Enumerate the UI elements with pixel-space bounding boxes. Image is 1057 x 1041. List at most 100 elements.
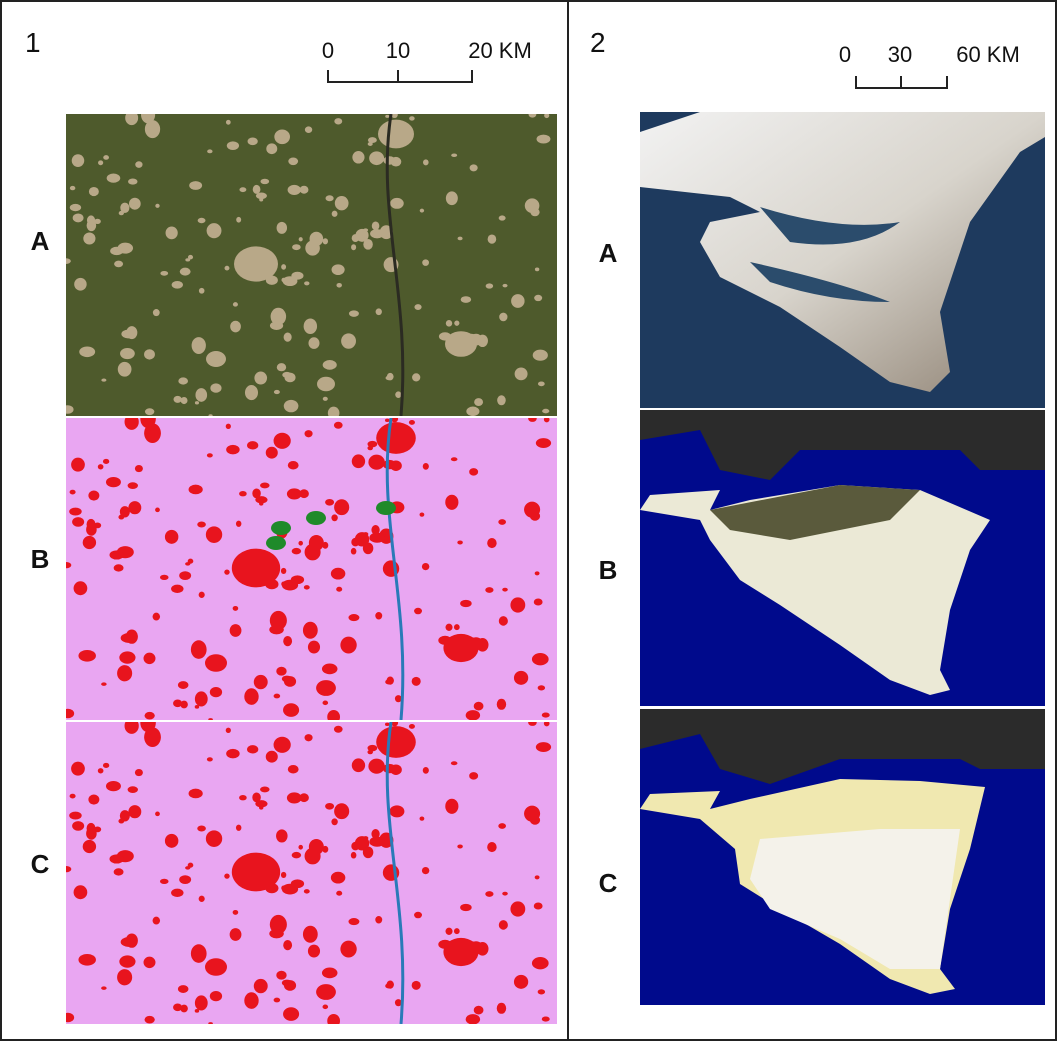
map-feature [276, 971, 286, 980]
map-feature [135, 161, 142, 168]
map-feature [160, 879, 169, 884]
map-feature [412, 981, 421, 990]
map-feature [327, 710, 340, 724]
map-feature [245, 385, 258, 400]
map-feature [535, 571, 540, 575]
map-feature [460, 600, 472, 607]
map-feature [195, 401, 199, 404]
map-feature [274, 390, 280, 394]
map-feature [125, 718, 139, 734]
map-feature [114, 564, 124, 571]
map-feature [98, 160, 103, 165]
map-feature [423, 767, 429, 774]
map-feature [291, 272, 303, 280]
map-feature [486, 283, 494, 288]
map-feature [385, 723, 390, 726]
map-feature [454, 320, 459, 325]
map-feature [454, 928, 460, 934]
map-feature [62, 709, 75, 718]
map-feature [230, 624, 242, 637]
map-feature [185, 866, 190, 870]
map-feature [135, 465, 143, 472]
map-feature [185, 258, 190, 261]
map-feature [443, 634, 478, 662]
map-feature [120, 348, 135, 359]
map-feature [145, 408, 154, 415]
map-feature [266, 447, 278, 459]
map-feature [334, 803, 349, 819]
map-feature [281, 872, 286, 878]
map-feature [208, 414, 212, 417]
map-feature [291, 879, 304, 888]
map-feature [103, 155, 109, 160]
map-feature [299, 237, 303, 241]
map-feature [474, 1006, 484, 1015]
map-feature [348, 614, 359, 621]
map-feature [445, 331, 477, 357]
map-feature [256, 192, 267, 199]
map-feature [274, 433, 291, 449]
map-feature [386, 376, 393, 381]
map-feature [331, 818, 337, 825]
map-feature [499, 616, 508, 626]
map-feature [153, 309, 160, 316]
map-feature [277, 363, 286, 371]
map-feature [135, 769, 143, 776]
map-feature [445, 928, 452, 935]
map-feature [281, 568, 286, 574]
map-feature [352, 758, 365, 772]
map-feature [305, 430, 313, 437]
map-feature [195, 995, 208, 1010]
map-feature [443, 938, 478, 966]
map-feature [282, 676, 292, 683]
map-feature [199, 288, 205, 294]
map-feature [207, 757, 213, 761]
map-feature [524, 502, 540, 518]
map-feature [305, 734, 313, 741]
map-feature [499, 920, 508, 930]
map-feature [529, 111, 537, 117]
map-feature [395, 391, 401, 398]
map-feature [389, 805, 404, 817]
map-feature [61, 866, 71, 872]
map-feature [107, 173, 121, 182]
map-feature [288, 461, 299, 469]
map-feature [308, 641, 320, 654]
map-feature [180, 268, 191, 276]
map-feature [497, 1003, 506, 1014]
map-feature [485, 587, 493, 593]
map-feature [153, 917, 160, 925]
map-feature [420, 209, 424, 213]
map-feature [470, 164, 478, 171]
satellite-image [61, 106, 557, 419]
map-feature [199, 896, 205, 902]
map-feature [120, 506, 130, 517]
map-feature [117, 665, 132, 681]
map-feature [363, 532, 369, 536]
map-feature [536, 438, 551, 448]
map-feature [511, 294, 524, 308]
map-feature [466, 1014, 480, 1024]
row-label: A [599, 238, 618, 268]
map-feature [525, 198, 540, 213]
map-feature [528, 415, 537, 422]
map-feature [255, 800, 267, 807]
map-feature [304, 319, 317, 334]
map-feature [487, 842, 496, 852]
map-feature [165, 834, 178, 848]
map-feature [178, 377, 188, 384]
map-feature [101, 986, 106, 990]
map-feature [270, 321, 283, 330]
map-feature [120, 810, 130, 821]
map-feature [306, 511, 326, 525]
panel-label: 2 [590, 27, 606, 58]
map-feature [445, 624, 452, 631]
map-feature [254, 979, 268, 993]
row-label: B [599, 555, 618, 585]
map-feature [281, 885, 286, 890]
map-feature [385, 983, 392, 988]
map-feature [469, 468, 478, 476]
map-feature [225, 266, 230, 271]
map-feature [390, 198, 404, 209]
map-feature [78, 954, 95, 966]
